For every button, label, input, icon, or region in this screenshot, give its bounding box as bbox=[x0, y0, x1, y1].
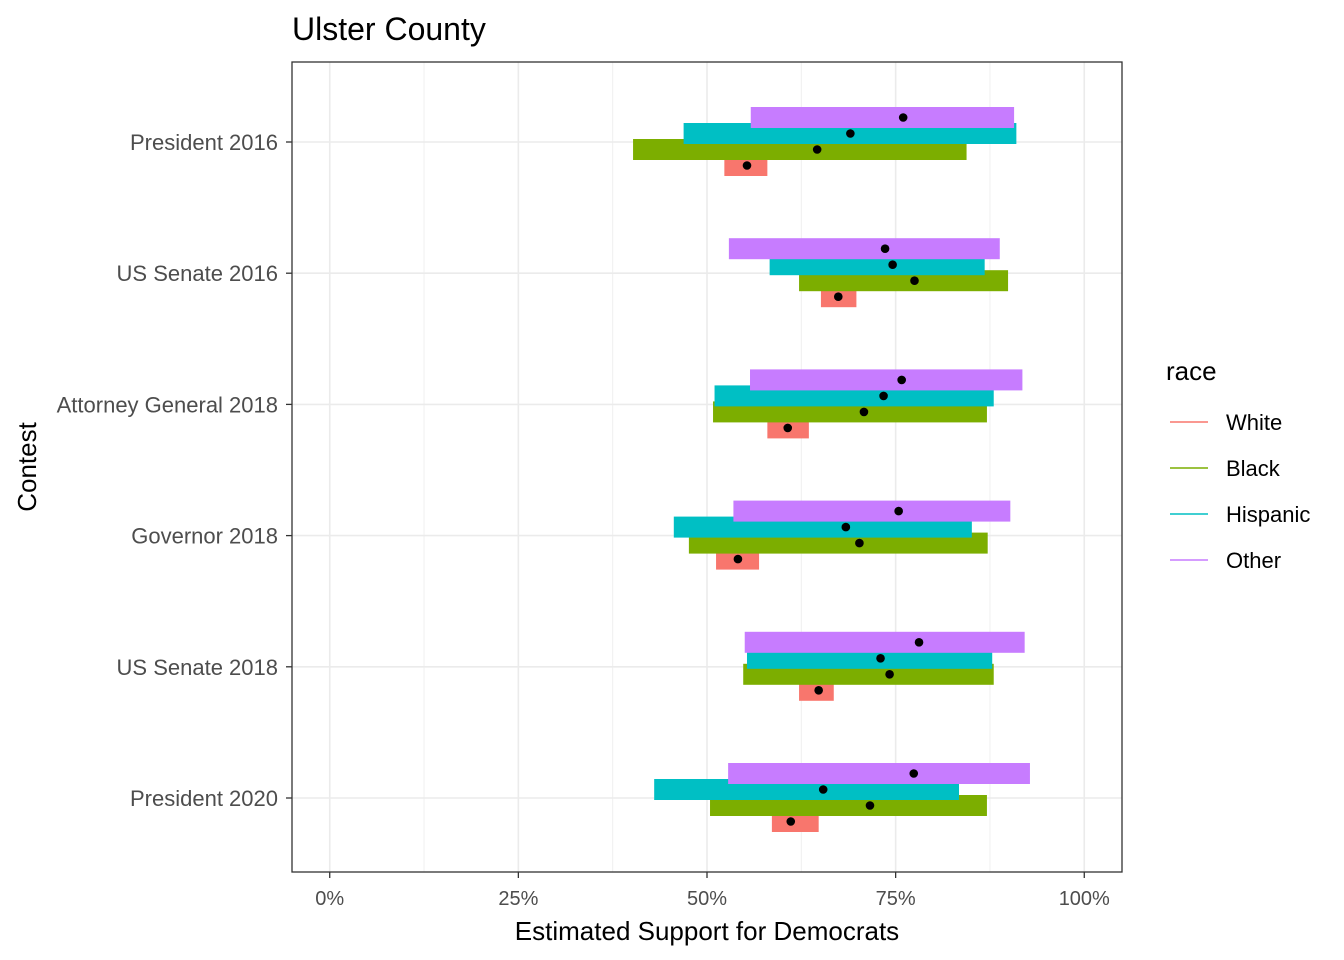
error-bars bbox=[633, 107, 1030, 832]
legend: race White Black Hispanic Other bbox=[1166, 356, 1310, 573]
estimate-point-hispanic bbox=[846, 129, 855, 138]
range-bar-black bbox=[688, 532, 988, 554]
estimate-point-other bbox=[914, 638, 924, 647]
range-bar-black bbox=[710, 795, 987, 816]
estimate-point-black bbox=[855, 538, 864, 548]
estimate-point-white bbox=[783, 423, 793, 433]
estimate-point-other bbox=[894, 506, 903, 516]
estimate-point-hispanic bbox=[888, 260, 897, 270]
y-axis: President 2016 US Senate 2016 Attorney Gen… bbox=[57, 130, 292, 811]
x-tick-label: 50% bbox=[687, 888, 727, 910]
estimate-point-white bbox=[833, 292, 843, 302]
range-bar-black bbox=[713, 401, 987, 423]
estimate-point-black bbox=[910, 276, 919, 286]
x-tick-label: 100% bbox=[1059, 888, 1110, 910]
range-bar-other bbox=[750, 107, 1015, 128]
y-tick-label: Attorney General 2018 bbox=[57, 392, 278, 417]
estimate-point-black bbox=[812, 145, 822, 154]
range-bar-hispanic bbox=[714, 385, 994, 407]
estimate-points bbox=[733, 113, 924, 826]
estimate-point-other bbox=[897, 375, 906, 385]
y-tick-label: President 2020 bbox=[130, 786, 278, 811]
range-bar-hispanic bbox=[769, 254, 985, 276]
legend-title: race bbox=[1166, 356, 1217, 386]
x-tick-label: 75% bbox=[876, 888, 916, 910]
range-bar-black bbox=[743, 663, 994, 685]
range-bar-black bbox=[799, 270, 1009, 292]
range-bar-other bbox=[744, 631, 1025, 653]
plot-panel bbox=[291, 61, 1123, 873]
y-tick-label: President 2016 bbox=[130, 130, 278, 155]
chart-title: Ulster County bbox=[292, 11, 486, 47]
legend-label-white: White bbox=[1226, 410, 1282, 435]
legend-label-other: Other bbox=[1226, 548, 1281, 573]
estimate-point-other bbox=[909, 769, 919, 778]
estimate-point-white bbox=[814, 686, 823, 695]
range-bar-hispanic bbox=[746, 647, 993, 669]
estimate-point-white bbox=[742, 161, 752, 170]
y-tick-label: Governor 2018 bbox=[131, 524, 278, 549]
range-bar-other bbox=[728, 238, 1000, 260]
range-bar-hispanic bbox=[673, 516, 972, 538]
estimate-point-other bbox=[880, 244, 890, 253]
estimate-point-hispanic bbox=[876, 654, 885, 663]
x-axis: 0% 25% 50% 75% 100% bbox=[315, 872, 1110, 910]
range-bar-white bbox=[771, 811, 819, 832]
y-tick-label: US Senate 2016 bbox=[117, 261, 278, 286]
estimate-point-black bbox=[865, 801, 875, 810]
estimate-point-hispanic bbox=[879, 391, 888, 401]
y-axis-title: Contest bbox=[12, 421, 42, 511]
x-tick-label: 0% bbox=[315, 888, 344, 910]
x-axis-title: Estimated Support for Democrats bbox=[515, 916, 899, 946]
estimate-point-white bbox=[786, 817, 796, 826]
legend-label-hispanic: Hispanic bbox=[1226, 502, 1310, 527]
estimate-point-other bbox=[898, 113, 908, 122]
range-bar-other bbox=[750, 369, 1023, 391]
y-tick-label: US Senate 2018 bbox=[117, 655, 278, 680]
x-tick-label: 25% bbox=[498, 888, 538, 910]
legend-label-black: Black bbox=[1226, 456, 1281, 481]
estimate-point-black bbox=[885, 670, 894, 679]
range-bar-hispanic bbox=[654, 779, 960, 800]
estimate-point-hispanic bbox=[818, 785, 828, 794]
estimate-point-black bbox=[859, 407, 869, 417]
estimate-point-white bbox=[733, 554, 743, 564]
range-bar-other bbox=[728, 763, 1030, 784]
grid-lines bbox=[292, 62, 1122, 872]
estimate-point-hispanic bbox=[841, 522, 851, 532]
range-bar-other bbox=[733, 500, 1011, 522]
range-bar-black bbox=[633, 139, 967, 160]
